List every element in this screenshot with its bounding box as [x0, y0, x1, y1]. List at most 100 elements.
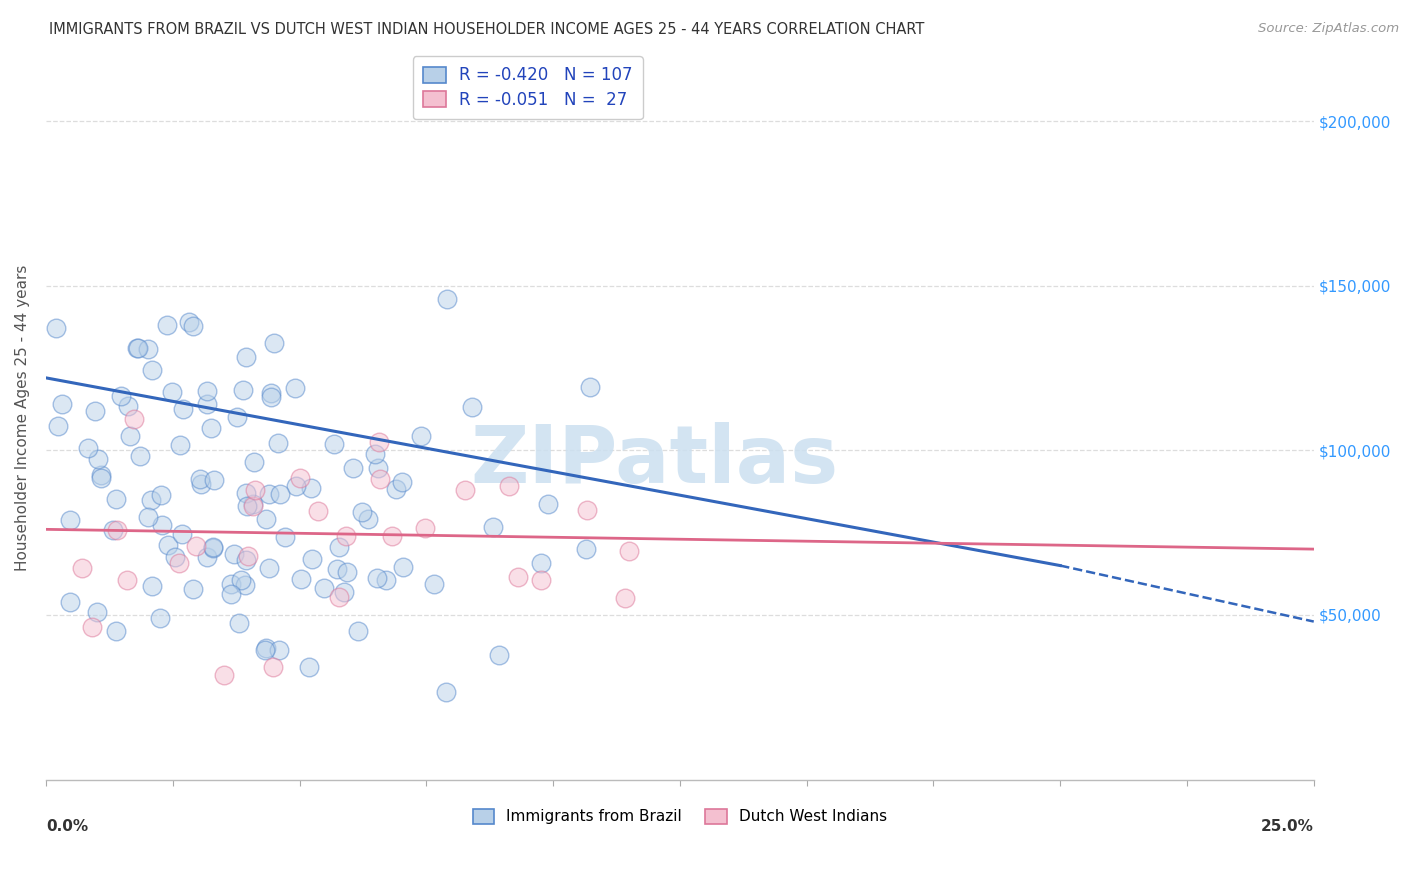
Point	[228, 615, 250, 630]
Point	[195, 550, 218, 565]
Point	[235, 350, 257, 364]
Point	[253, 643, 276, 657]
Point	[219, 587, 242, 601]
Point	[434, 685, 457, 699]
Point	[326, 562, 349, 576]
Point	[172, 527, 194, 541]
Point	[352, 505, 374, 519]
Point	[529, 573, 551, 587]
Point	[59, 595, 82, 609]
Text: ZIPatlas: ZIPatlas	[471, 422, 838, 500]
Point	[235, 553, 257, 567]
Point	[367, 461, 389, 475]
Point	[368, 471, 391, 485]
Text: Source: ZipAtlas.com: Source: ZipAtlas.com	[1258, 22, 1399, 36]
Point	[128, 449, 150, 463]
Point	[181, 318, 204, 333]
Point	[336, 565, 359, 579]
Point	[136, 342, 159, 356]
Point	[243, 483, 266, 497]
Point	[141, 493, 163, 508]
Point	[149, 488, 172, 502]
Point	[301, 551, 323, 566]
Point	[482, 520, 505, 534]
Point	[323, 437, 346, 451]
Point	[385, 482, 408, 496]
Point	[619, 543, 641, 558]
Point	[299, 481, 322, 495]
Point	[262, 660, 284, 674]
Point	[506, 570, 529, 584]
Point	[366, 571, 388, 585]
Point	[257, 561, 280, 575]
Point	[45, 321, 67, 335]
Text: 0.0%: 0.0%	[46, 820, 89, 835]
Point	[242, 499, 264, 513]
Point	[212, 668, 235, 682]
Point	[290, 470, 312, 484]
Point	[381, 528, 404, 542]
Point	[231, 383, 253, 397]
Point	[357, 512, 380, 526]
Text: 25.0%: 25.0%	[1261, 820, 1313, 835]
Point	[177, 315, 200, 329]
Point	[411, 429, 433, 443]
Point	[201, 541, 224, 555]
Point	[269, 487, 291, 501]
Point	[195, 384, 218, 398]
Point	[243, 454, 266, 468]
Y-axis label: Householder Income Ages 25 - 44 years: Householder Income Ages 25 - 44 years	[15, 264, 30, 571]
Point	[141, 579, 163, 593]
Point	[537, 497, 560, 511]
Point	[436, 292, 458, 306]
Point	[90, 471, 112, 485]
Point	[575, 503, 598, 517]
Point	[138, 509, 160, 524]
Point	[160, 385, 183, 400]
Legend: Immigrants from Brazil, Dutch West Indians: Immigrants from Brazil, Dutch West India…	[464, 800, 896, 833]
Point	[375, 573, 398, 587]
Point	[423, 577, 446, 591]
Point	[110, 389, 132, 403]
Point	[364, 447, 387, 461]
Point	[184, 539, 207, 553]
Point	[167, 556, 190, 570]
Point	[219, 577, 242, 591]
Point	[284, 381, 307, 395]
Point	[202, 473, 225, 487]
Point	[260, 386, 283, 401]
Point	[238, 549, 260, 563]
Point	[80, 620, 103, 634]
Point	[120, 429, 142, 443]
Point	[415, 521, 437, 535]
Point	[290, 573, 312, 587]
Point	[335, 529, 357, 543]
Point	[613, 591, 636, 605]
Point	[328, 540, 350, 554]
Point	[488, 648, 510, 662]
Point	[328, 590, 350, 604]
Point	[260, 390, 283, 404]
Point	[575, 542, 598, 557]
Point	[59, 513, 82, 527]
Point	[256, 640, 278, 655]
Point	[274, 530, 297, 544]
Point	[70, 561, 93, 575]
Point	[127, 341, 149, 355]
Point	[342, 460, 364, 475]
Point	[104, 624, 127, 639]
Point	[202, 540, 225, 554]
Point	[267, 436, 290, 450]
Point	[231, 573, 253, 587]
Point	[150, 517, 173, 532]
Point	[181, 582, 204, 596]
Point	[51, 397, 73, 411]
Point	[347, 624, 370, 638]
Point	[77, 442, 100, 456]
Point	[454, 483, 477, 497]
Point	[284, 479, 307, 493]
Point	[235, 486, 257, 500]
Point	[117, 399, 139, 413]
Text: IMMIGRANTS FROM BRAZIL VS DUTCH WEST INDIAN HOUSEHOLDER INCOME AGES 25 - 44 YEAR: IMMIGRANTS FROM BRAZIL VS DUTCH WEST IND…	[49, 22, 925, 37]
Point	[391, 475, 413, 490]
